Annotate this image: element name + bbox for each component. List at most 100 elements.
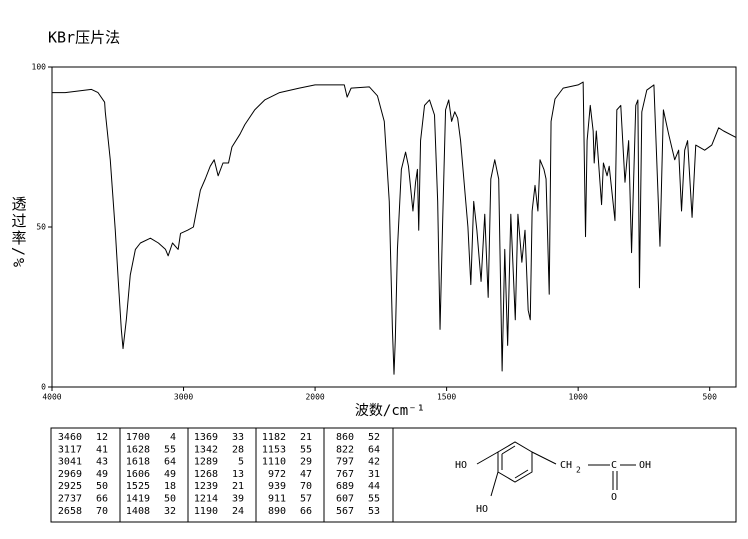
peak-transmittance: 47 <box>300 469 312 480</box>
peak-wavenumber: 767 <box>336 469 354 480</box>
peak-wavenumber: 1419 <box>126 494 150 505</box>
structure-label: OH <box>639 460 651 471</box>
peak-wavenumber: 822 <box>336 444 354 455</box>
peak-transmittance: 21 <box>232 481 244 492</box>
peak-transmittance: 64 <box>164 457 176 468</box>
peak-transmittance: 49 <box>164 469 176 480</box>
peak-transmittance: 52 <box>368 432 380 443</box>
peak-transmittance: 70 <box>96 506 108 517</box>
peak-transmittance: 44 <box>368 481 380 492</box>
peak-wavenumber: 567 <box>336 506 354 517</box>
structure-label: 2 <box>576 466 581 475</box>
peak-transmittance: 43 <box>96 457 108 468</box>
peak-transmittance: 13 <box>232 469 244 480</box>
peak-transmittance: 12 <box>96 432 108 443</box>
peak-transmittance: 55 <box>368 494 380 505</box>
peak-wavenumber: 1408 <box>126 506 150 517</box>
peak-transmittance: 18 <box>164 481 176 492</box>
peak-wavenumber: 797 <box>336 457 354 468</box>
y-axis-label: 透过率/% <box>10 196 28 269</box>
peak-transmittance: 31 <box>368 469 380 480</box>
peak-transmittance: 55 <box>164 444 176 455</box>
peak-wavenumber: 2737 <box>58 494 82 505</box>
peak-transmittance: 5 <box>238 457 244 468</box>
peak-transmittance: 42 <box>368 457 380 468</box>
x-tick-label: 1500 <box>437 393 456 402</box>
structure-drawing <box>476 441 636 497</box>
peak-wavenumber: 1525 <box>126 481 150 492</box>
table-dividers <box>119 428 394 522</box>
peak-transmittance: 55 <box>300 444 312 455</box>
peak-wavenumber: 1214 <box>194 494 218 505</box>
peak-wavenumber: 1289 <box>194 457 218 468</box>
peak-wavenumber: 1700 <box>126 432 150 443</box>
peak-wavenumber: 1369 <box>194 432 218 443</box>
peak-wavenumber: 3117 <box>58 444 82 455</box>
peak-wavenumber: 890 <box>268 506 286 517</box>
plot-frame <box>51 66 737 388</box>
peak-transmittance: 24 <box>232 506 244 517</box>
peak-wavenumber: 2658 <box>58 506 82 517</box>
peak-transmittance: 33 <box>232 432 244 443</box>
peak-transmittance: 41 <box>96 444 108 455</box>
peak-wavenumber: 3041 <box>58 457 82 468</box>
peak-transmittance: 66 <box>96 494 108 505</box>
x-tick-label: 500 <box>702 393 717 402</box>
x-tick-label: 1000 <box>569 393 588 402</box>
structure-label: CH <box>560 460 572 471</box>
peak-transmittance: 49 <box>96 469 108 480</box>
peak-wavenumber: 911 <box>268 494 286 505</box>
chart-title: KBr压片法 <box>48 29 120 47</box>
y-tick-label: 0 <box>41 383 46 392</box>
peak-wavenumber: 1342 <box>194 444 218 455</box>
peak-wavenumber: 860 <box>336 432 354 443</box>
peak-wavenumber: 689 <box>336 481 354 492</box>
structure-label: HO <box>455 460 467 471</box>
peak-transmittance: 70 <box>300 481 312 492</box>
peak-transmittance: 21 <box>300 432 312 443</box>
peak-transmittance: 66 <box>300 506 312 517</box>
peak-wavenumber: 1190 <box>194 506 218 517</box>
peak-transmittance: 53 <box>368 506 380 517</box>
peak-transmittance: 32 <box>164 506 176 517</box>
peak-transmittance: 57 <box>300 494 312 505</box>
peak-transmittance: 29 <box>300 457 312 468</box>
peak-transmittance: 28 <box>232 444 244 455</box>
y-tick-label: 100 <box>32 63 47 72</box>
spectrum-line <box>52 81 737 375</box>
peak-transmittance: 39 <box>232 494 244 505</box>
peak-wavenumber: 3460 <box>58 432 82 443</box>
peak-wavenumber: 1628 <box>126 444 150 455</box>
structure-label: O <box>611 492 617 503</box>
peak-wavenumber: 972 <box>268 469 286 480</box>
peak-transmittance: 50 <box>164 494 176 505</box>
structure-label: HO <box>476 504 488 515</box>
peak-wavenumber: 1182 <box>262 432 286 443</box>
peak-wavenumber: 1606 <box>126 469 150 480</box>
bond <box>490 471 499 497</box>
bond <box>501 445 516 455</box>
peak-wavenumber: 1153 <box>262 444 286 455</box>
peak-transmittance: 50 <box>96 481 108 492</box>
peak-wavenumber: 607 <box>336 494 354 505</box>
structure-label: C <box>611 460 617 471</box>
bond <box>514 469 529 479</box>
peak-wavenumber: 939 <box>268 481 286 492</box>
peak-wavenumber: 1110 <box>262 457 286 468</box>
peak-wavenumber: 2969 <box>58 469 82 480</box>
x-axis-label: 波数/cm⁻¹ <box>355 403 425 419</box>
x-tick-label: 4000 <box>42 393 61 402</box>
x-tick-label: 3000 <box>174 393 193 402</box>
peak-wavenumber: 2925 <box>58 481 82 492</box>
peak-wavenumber: 1268 <box>194 469 218 480</box>
y-tick-label: 50 <box>36 223 46 232</box>
peak-wavenumber: 1618 <box>126 457 150 468</box>
bond <box>476 451 499 465</box>
peak-wavenumber: 1239 <box>194 481 218 492</box>
x-tick-label: 2000 <box>305 393 324 402</box>
peak-transmittance: 4 <box>170 432 176 443</box>
benzene-ring <box>497 441 533 483</box>
peak-transmittance: 64 <box>368 444 380 455</box>
bond <box>531 451 557 465</box>
